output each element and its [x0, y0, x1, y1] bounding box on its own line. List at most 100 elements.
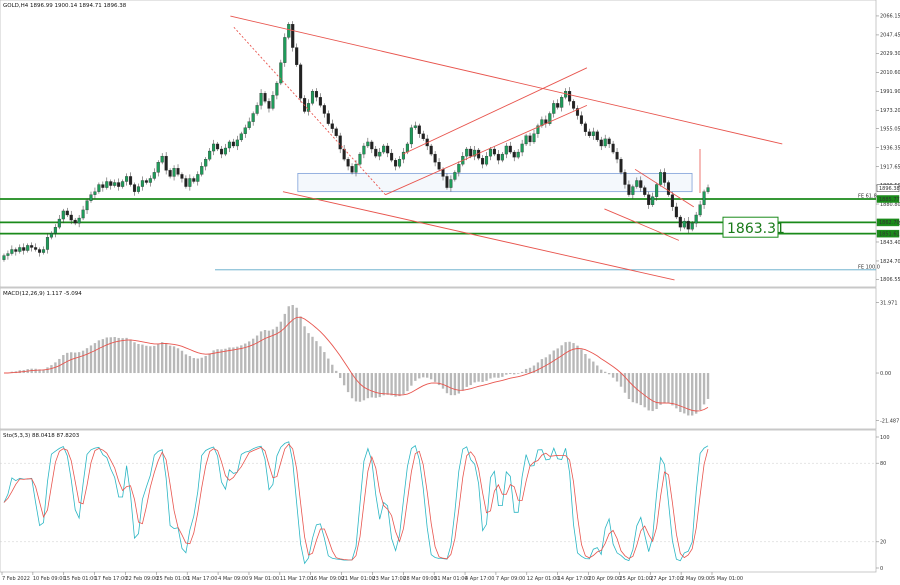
macd-ytick-label: 31.971 [880, 300, 898, 306]
candle-body [85, 200, 89, 211]
candle-body [370, 141, 374, 150]
candle-body [433, 153, 437, 163]
candle-body [694, 214, 698, 224]
candle-body [105, 181, 109, 188]
candle-body [473, 149, 477, 157]
candle-body [611, 143, 615, 153]
candle-body [121, 181, 125, 187]
candle-body [93, 191, 97, 195]
candle-body [239, 133, 243, 141]
macd-title: MACD(12,26,9) 1.117 -5.094 [3, 291, 82, 297]
candle-body [401, 151, 405, 160]
candle-body [299, 64, 303, 99]
candle-body [484, 155, 489, 165]
candle-body [591, 131, 595, 136]
candle-body [192, 178, 196, 182]
main-ytick-label: 1973.20 [880, 108, 900, 114]
candle-body [560, 97, 564, 108]
candle-body [310, 91, 315, 104]
candle-body [101, 184, 105, 188]
candle-body [536, 125, 540, 134]
candle-body [136, 186, 140, 192]
candle-body [113, 182, 117, 186]
candle-body [512, 151, 516, 158]
candle-body [247, 121, 251, 128]
annotation-box [722, 216, 779, 238]
candle-body [14, 249, 18, 252]
candle-body [449, 179, 453, 188]
candle-body [457, 164, 461, 173]
candle-body [524, 135, 528, 145]
main-title: GOLD,H4 1896.99 1900.14 1894.71 1896.38 [3, 3, 127, 9]
candle-body [18, 247, 22, 252]
xtick-label: 15 Feb 01:00 [64, 576, 97, 582]
stoch-ytick-label: 80 [880, 461, 886, 467]
xtick-label: 17 Feb 17:00 [95, 576, 128, 582]
candle-body [662, 172, 667, 183]
xtick-label: 31 Mar 01:00 [434, 576, 467, 582]
candle-body [49, 233, 53, 238]
candle-body [6, 253, 10, 256]
xtick-label: 23 Mar 17:00 [372, 576, 405, 582]
xtick-label: 2 May 09:00 [681, 576, 712, 582]
candle-body [635, 180, 639, 187]
candle-body [231, 141, 235, 147]
macd-ytick-label: -21.487 [880, 418, 899, 424]
candle-body [346, 159, 350, 167]
candle-body [97, 184, 101, 192]
candle-body [579, 115, 583, 124]
candle-body [378, 151, 382, 157]
stoch-layer [0, 441, 876, 565]
xtick-label: 7 Feb 2022 [2, 576, 30, 582]
candle-body [30, 245, 34, 248]
candle-body [516, 151, 520, 158]
candle-body [350, 166, 354, 173]
main-ytick-label: 2047.45 [880, 33, 900, 39]
candle-body [405, 143, 409, 153]
candle-body [255, 105, 259, 114]
candle-body [156, 162, 160, 173]
candle-body [532, 133, 536, 143]
candle-body [314, 91, 318, 98]
candle-body [144, 180, 148, 183]
trendline [385, 104, 588, 196]
candle-body [271, 95, 275, 109]
candle-body [338, 135, 342, 150]
main-ytick-label: 1880.80 [880, 202, 900, 208]
candle-body [572, 101, 576, 109]
price-label-box [876, 218, 900, 227]
candle-body [417, 125, 421, 134]
stoch-panel-frame [0, 429, 877, 573]
candle-body [702, 191, 706, 205]
candle-body [132, 184, 137, 192]
xtick-label: 7 Apr 09:00 [496, 576, 525, 582]
trendline [282, 191, 675, 281]
candle-body [196, 174, 200, 182]
xtick-label: 4 Mar 09:00 [218, 576, 248, 582]
candle-body [647, 194, 651, 205]
candle-body [394, 160, 398, 167]
trendline [402, 67, 588, 155]
xtick-label: 10 Feb 09:00 [33, 576, 66, 582]
candle-body [57, 218, 61, 228]
candle-body [219, 148, 224, 155]
candle-body [520, 143, 524, 153]
candle-body [382, 145, 386, 153]
candle-body [682, 220, 686, 228]
xtick-label: 9 Mar 01:00 [249, 576, 279, 582]
candle-body [283, 37, 287, 63]
candle-body [619, 159, 623, 173]
candle-body [390, 152, 394, 161]
candle-body [216, 143, 220, 150]
main-ytick-label: 1955.05 [880, 126, 900, 132]
price-label-text: 1862.70 [879, 220, 900, 226]
candle-body [706, 187, 710, 192]
candle-body [69, 214, 73, 221]
candle-body [631, 186, 635, 195]
candle-body [235, 139, 239, 147]
xtick-label: 22 Feb 09:00 [125, 576, 158, 582]
candle-body [607, 138, 611, 145]
candle-body [22, 247, 26, 251]
main-ytick-label: 2029.30 [880, 51, 900, 57]
candle-body [492, 148, 496, 155]
